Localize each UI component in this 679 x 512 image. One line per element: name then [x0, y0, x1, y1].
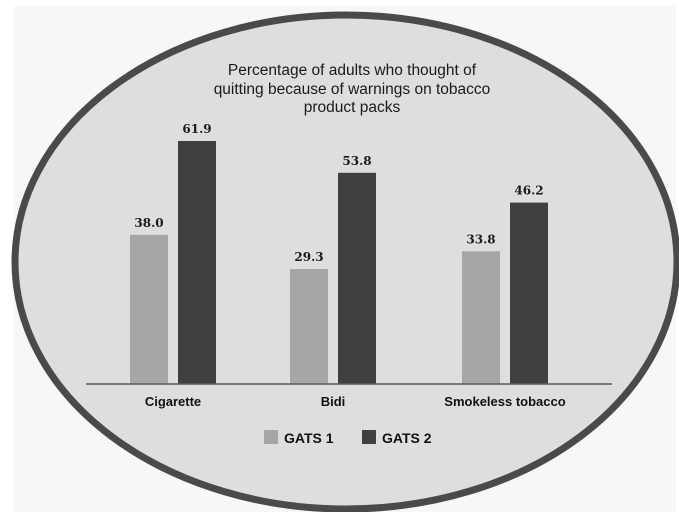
legend: GATS 1 GATS 2 [264, 430, 432, 446]
bar-smokeless-tobacco-gats-2 [510, 202, 548, 384]
bar-smokeless-tobacco-gats-1 [462, 251, 500, 384]
category-label-smokeless-tobacco: Smokeless tobacco [444, 394, 565, 409]
category-labels: Cigarette Bidi Smokeless tobacco [145, 394, 566, 409]
data-label-bidi-gats-2: 53.8 [342, 154, 371, 168]
legend-label-gats-2: GATS 2 [382, 430, 432, 446]
bar-cigarette-gats-1 [130, 234, 168, 384]
data-label-bidi-gats-1: 29.3 [294, 250, 323, 264]
chart-title-line-3: product packs [304, 99, 401, 116]
chart-title: Percentage of adults who thought of quit… [214, 62, 491, 116]
chart-title-line-2: quitting because of warnings on tobacco [214, 81, 491, 98]
data-label-cigarette-gats-1: 38.0 [134, 216, 163, 230]
category-label-bidi: Bidi [321, 394, 346, 409]
legend-label-gats-1: GATS 1 [284, 430, 334, 446]
legend-swatch-gats-2 [362, 430, 376, 444]
bar-bidi-gats-2 [338, 172, 376, 384]
data-label-smokeless-tobacco-gats-1: 33.8 [466, 232, 495, 246]
bar-bidi-gats-1 [290, 269, 328, 384]
bar-cigarette-gats-2 [178, 141, 216, 384]
legend-swatch-gats-1 [264, 430, 278, 444]
chart-title-line-1: Percentage of adults who thought of [228, 62, 477, 79]
data-label-smokeless-tobacco-gats-2: 46.2 [514, 184, 543, 198]
category-label-cigarette: Cigarette [145, 394, 201, 409]
data-label-cigarette-gats-2: 61.9 [182, 122, 211, 136]
bars-group: 38.0 61.9 29.3 53.8 33.8 46.2 [130, 122, 548, 384]
